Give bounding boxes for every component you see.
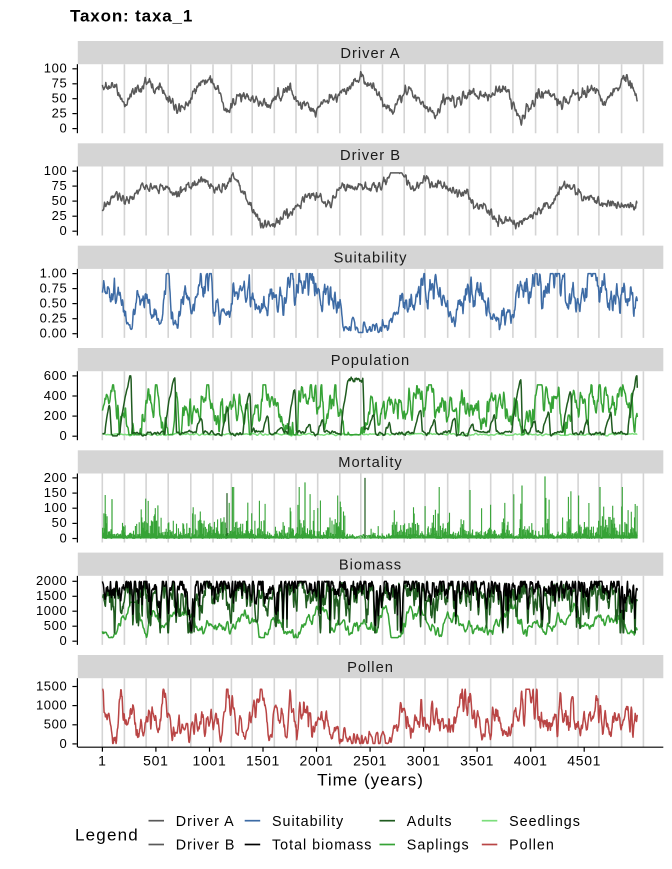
svg-text:1000: 1000 [36, 603, 67, 618]
svg-text:Legend: Legend [75, 825, 139, 844]
svg-text:50: 50 [52, 515, 68, 530]
svg-text:0: 0 [59, 121, 67, 136]
svg-text:150: 150 [44, 485, 68, 500]
svg-text:Driver A: Driver A [176, 814, 235, 830]
svg-text:Total biomass: Total biomass [272, 838, 372, 854]
svg-text:0.75: 0.75 [40, 281, 68, 296]
svg-text:100: 100 [44, 61, 68, 76]
svg-text:Biomass: Biomass [339, 558, 402, 574]
svg-text:200: 200 [44, 470, 68, 485]
svg-text:1501: 1501 [246, 753, 280, 769]
svg-text:2001: 2001 [300, 753, 334, 769]
svg-text:2000: 2000 [36, 573, 67, 588]
svg-text:Adults: Adults [407, 814, 453, 830]
svg-text:1001: 1001 [193, 753, 227, 769]
svg-text:Seedlings: Seedlings [509, 814, 581, 830]
svg-text:600: 600 [44, 368, 68, 383]
svg-text:75: 75 [52, 76, 68, 91]
svg-text:0: 0 [59, 736, 67, 751]
svg-text:Suitability: Suitability [272, 814, 344, 830]
svg-text:Driver A: Driver A [340, 46, 400, 62]
svg-text:4501: 4501 [567, 753, 601, 769]
svg-text:2501: 2501 [353, 753, 387, 769]
svg-text:75: 75 [52, 178, 68, 193]
svg-text:Driver B: Driver B [340, 148, 401, 164]
svg-text:500: 500 [44, 618, 68, 633]
svg-text:1.00: 1.00 [40, 266, 68, 281]
svg-text:3001: 3001 [407, 753, 441, 769]
svg-text:0: 0 [59, 428, 67, 443]
svg-text:Driver B: Driver B [176, 838, 236, 854]
svg-text:Pollen: Pollen [509, 838, 555, 854]
svg-text:501: 501 [143, 753, 168, 769]
svg-text:0.50: 0.50 [40, 296, 68, 311]
svg-text:Taxon: taxa_1: Taxon: taxa_1 [70, 7, 193, 26]
svg-text:0.00: 0.00 [40, 326, 68, 341]
svg-text:1500: 1500 [36, 588, 67, 603]
svg-text:0.25: 0.25 [40, 311, 68, 326]
svg-text:3501: 3501 [460, 753, 494, 769]
svg-text:1500: 1500 [36, 678, 67, 693]
svg-text:1000: 1000 [36, 698, 67, 713]
svg-text:50: 50 [52, 91, 68, 106]
svg-text:0: 0 [59, 633, 67, 648]
svg-text:100: 100 [44, 163, 68, 178]
svg-text:25: 25 [52, 208, 68, 223]
svg-text:Mortality: Mortality [338, 455, 403, 471]
svg-text:4001: 4001 [514, 753, 548, 769]
svg-text:0: 0 [59, 530, 67, 545]
svg-text:1: 1 [98, 753, 107, 769]
svg-text:500: 500 [44, 717, 68, 732]
svg-text:Pollen: Pollen [347, 660, 394, 676]
svg-text:100: 100 [44, 500, 68, 515]
svg-text:Population: Population [331, 353, 410, 369]
svg-text:0: 0 [59, 223, 67, 238]
svg-text:Suitability: Suitability [334, 251, 408, 267]
svg-text:25: 25 [52, 106, 68, 121]
svg-text:400: 400 [44, 388, 68, 403]
svg-text:50: 50 [52, 193, 68, 208]
svg-text:Saplings: Saplings [407, 838, 470, 854]
svg-text:Time (years): Time (years) [317, 771, 424, 790]
svg-text:200: 200 [44, 408, 68, 423]
